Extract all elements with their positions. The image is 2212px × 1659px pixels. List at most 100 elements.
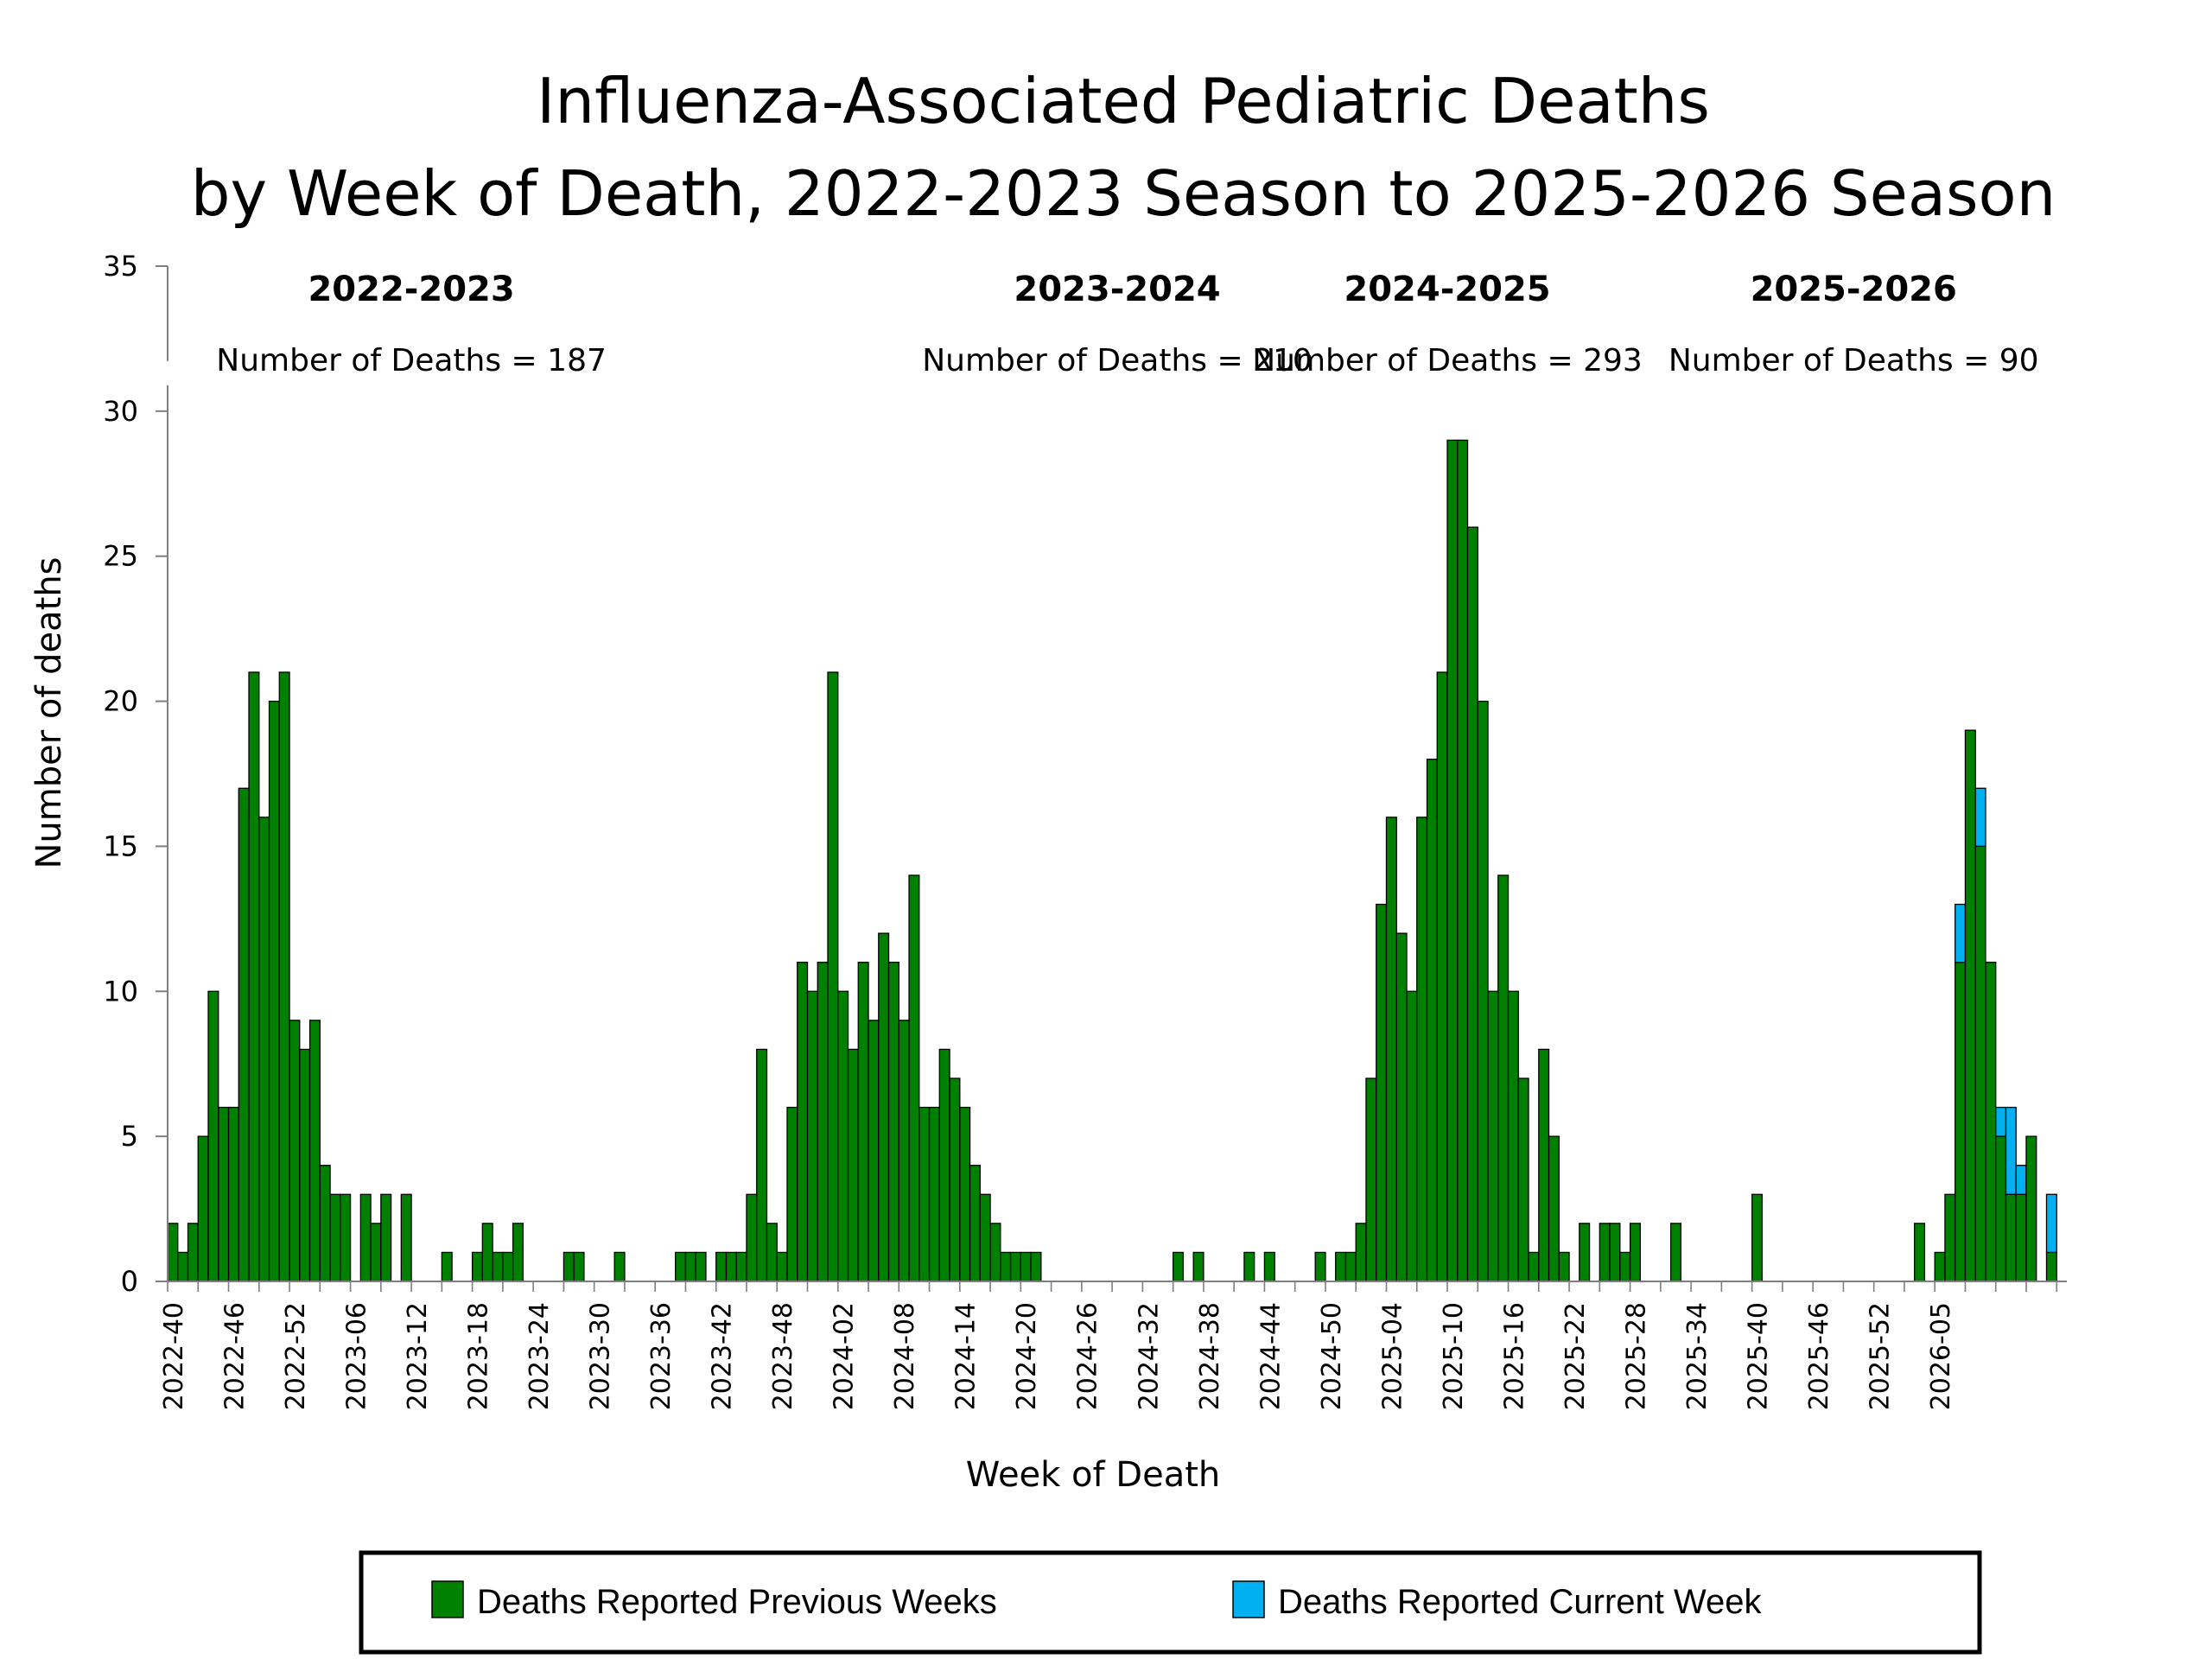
bar-previous-week [258,817,270,1282]
bar-previous-week [1955,962,1967,1282]
bar-previous-week [797,962,809,1282]
bar-previous-week [1426,759,1438,1282]
bar-previous-week [806,990,818,1282]
bar-previous-week [278,671,290,1282]
x-tick-label: 2025-28 [1621,1302,1651,1410]
legend-label-previous: Deaths Reported Previous Weeks [477,1583,997,1621]
season-death-count: Number of Deaths = 293 [1252,343,1643,378]
plot-area: 0 5 10 15 20 25 30 35 2022-40 2022-46 2022-52 2023… [103,250,2067,1410]
x-tick-label: 2024-08 [890,1302,920,1410]
bars [167,439,2057,1282]
bar-previous-week [746,1193,758,1282]
x-tick-label: 2025-40 [1744,1302,1774,1410]
y-tick-label: 20 [103,685,138,718]
bar-previous-week [492,1251,504,1282]
bar-previous-week [227,1106,239,1282]
bar-previous-week [481,1223,493,1282]
bar-current-week [2015,1165,2027,1195]
bar-previous-week [684,1251,696,1282]
bar-previous-week [898,1020,910,1282]
bar-previous-week [299,1048,311,1282]
bar-previous-week [1974,845,1986,1282]
season-death-count: Number of Deaths = 90 [1669,343,2039,378]
x-tick-label: 2022-40 [159,1302,189,1410]
bar-previous-week [1497,874,1510,1282]
y-tick-label: 35 [103,250,138,283]
bar-previous-week [938,1048,950,1282]
x-tick-label: 2023-06 [341,1302,372,1410]
bar-previous-week [167,1223,179,1282]
season-death-count: Number of Deaths = 210 [922,343,1313,378]
bar-previous-week [1609,1223,1621,1282]
x-tick-label: 2025-22 [1560,1302,1591,1410]
season-label: 2024-2025 [1344,270,1550,309]
x-tick-label: 2024-26 [1073,1302,1103,1410]
bar-previous-week [238,787,250,1282]
bar-previous-week [1446,439,1459,1282]
bar-previous-week [2005,1193,2017,1282]
bar-previous-week [573,1251,585,1282]
x-axis: 2022-40 2022-46 2022-52 2023-06 2023-12 2023-… [159,1281,2067,1410]
bar-previous-week [1335,1251,1347,1282]
x-tick-label: 2025-34 [1682,1302,1713,1410]
bar-current-week [1974,787,1986,848]
chart-title-line-1: Influenza-Associated Pediatric Deaths [537,65,1710,137]
bar-previous-week [979,1193,991,1282]
season-annotations: 2022-2023 Number of Deaths = 187 2023-2024… [216,270,2038,378]
legend: Deaths Reported Previous Weeks Deaths Re… [359,1550,1982,1655]
bar-previous-week [289,1020,301,1282]
bar-previous-week [1000,1251,1012,1282]
bar-previous-week [1395,932,1408,1282]
bar-previous-week [329,1193,341,1282]
bar-previous-week [1009,1251,1021,1282]
bar-previous-week [1344,1251,1357,1282]
bar-previous-week [1376,903,1388,1282]
bar-previous-week [969,1165,981,1282]
x-tick-label: 2024-50 [1317,1302,1347,1410]
bar-previous-week [1619,1251,1631,1282]
x-tick-label: 2023-42 [708,1302,738,1410]
bar-previous-week [949,1077,961,1282]
chart-title-line-2: by Week of Death, 2022-2023 Season to 20… [191,157,2056,230]
y-tick-label: 30 [103,395,138,428]
bar-previous-week [735,1251,747,1282]
x-tick-label: 2024-20 [1012,1302,1042,1410]
bar-previous-week [817,962,829,1282]
y-tick-label: 0 [121,1265,138,1298]
bar-previous-week [1457,439,1469,1282]
x-tick-label: 2023-12 [403,1302,433,1410]
bar-previous-week [1263,1251,1275,1282]
bar-previous-week [319,1165,331,1282]
x-tick-label: 2023-36 [646,1302,677,1410]
bar-previous-week [1477,700,1489,1282]
bar-previous-week [1751,1193,1764,1282]
x-tick-label: 2024-02 [830,1302,860,1410]
bar-previous-week [786,1106,798,1282]
x-tick-label: 2025-52 [1866,1302,1896,1410]
bar-previous-week [1528,1251,1540,1282]
bar-previous-week [1466,526,1478,1282]
x-tick-label: 2025-10 [1439,1302,1469,1410]
season-label: 2022-2023 [308,270,514,309]
bar-previous-week [989,1223,1001,1282]
x-tick-label: 2023-24 [524,1302,555,1410]
y-tick-label: 25 [103,540,138,573]
bar-current-week [2005,1106,2017,1195]
bar-previous-week [1538,1048,1550,1282]
season-label: 2025-2026 [1751,270,1957,309]
bar-previous-week [1629,1223,1641,1282]
bar-previous-week [177,1251,189,1282]
legend-box [359,1550,1982,1655]
x-tick-label: 2024-32 [1134,1302,1164,1410]
bar-previous-week [928,1106,940,1282]
legend-swatch-previous [431,1580,464,1618]
bar-previous-week [766,1223,778,1282]
bar-previous-week [868,1020,880,1282]
x-tick-label: 2023-18 [464,1302,494,1410]
bar-previous-week [1365,1077,1377,1282]
bar-previous-week [2015,1193,2027,1282]
bar-previous-week [1020,1251,1032,1282]
bar-previous-week [675,1251,687,1282]
bar-previous-week [370,1223,382,1282]
